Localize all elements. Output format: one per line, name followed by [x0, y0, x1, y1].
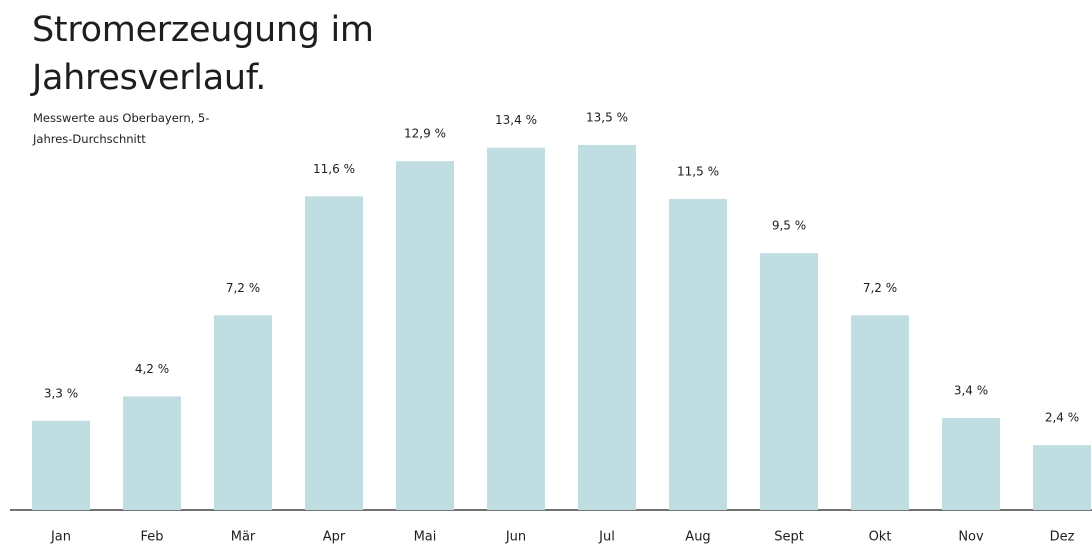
- x-tick-label: Okt: [869, 530, 892, 545]
- x-tick-label: Mai: [414, 530, 437, 545]
- bar: [305, 196, 363, 510]
- bar: [396, 161, 454, 510]
- value-label: 3,4 %: [954, 384, 988, 398]
- bar: [942, 418, 1000, 510]
- value-label: 7,2 %: [226, 281, 260, 295]
- x-tick-label: Feb: [140, 530, 163, 545]
- x-tick-label: Nov: [958, 530, 984, 545]
- bar: [1033, 445, 1091, 510]
- value-label: 13,5 %: [586, 110, 628, 124]
- bar: [487, 147, 545, 510]
- x-tick-label: Sept: [774, 530, 804, 545]
- value-label: 9,5 %: [772, 219, 806, 233]
- value-label: 13,4 %: [495, 113, 537, 127]
- value-label: 4,2 %: [135, 362, 169, 376]
- bar: [214, 315, 272, 510]
- x-tick-label: Jul: [598, 530, 615, 545]
- chart-title: Stromerzeugung im Jahresverlauf.: [32, 10, 374, 98]
- bar: [32, 420, 90, 510]
- value-label: 12,9 %: [404, 127, 446, 141]
- x-tick-label: Dez: [1050, 530, 1075, 545]
- x-tick-label: Apr: [323, 530, 346, 545]
- value-label: 11,5 %: [677, 165, 719, 179]
- value-label: 7,2 %: [863, 281, 897, 295]
- bar: [851, 315, 909, 510]
- chart-subtitle: Messwerte aus Oberbayern, 5-Jahres-Durch…: [33, 111, 210, 146]
- value-label: 3,3 %: [44, 386, 78, 400]
- x-tick-label: Aug: [685, 530, 710, 545]
- x-tick-label: Jun: [505, 530, 526, 545]
- bar: [760, 253, 818, 510]
- value-label: 2,4 %: [1045, 411, 1079, 425]
- value-label: 11,6 %: [313, 162, 355, 176]
- bar: [123, 396, 181, 510]
- bar: [578, 144, 636, 510]
- x-tick-label: Jan: [50, 530, 71, 545]
- bar: [669, 199, 727, 511]
- x-tick-label: Mär: [231, 530, 256, 545]
